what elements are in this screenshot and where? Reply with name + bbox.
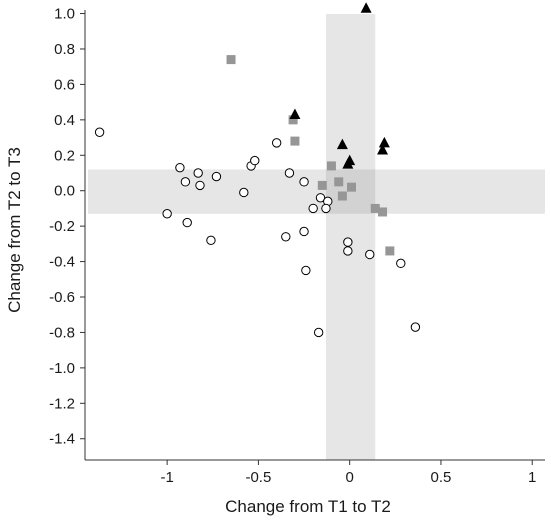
open-circle-point	[271, 138, 282, 148]
vertical-band	[325, 14, 376, 460]
x-tick-label: -1	[160, 469, 173, 486]
y-axis-label: Change from T2 to T3	[5, 147, 24, 313]
open-circle-point	[250, 155, 260, 166]
open-circle-point	[365, 249, 375, 260]
y-tick-label: -0.8	[49, 324, 75, 341]
open-circle-point	[343, 237, 353, 247]
open-circle-point	[162, 209, 172, 219]
gray-square-point	[317, 180, 327, 190]
black-triangle-point	[377, 143, 389, 155]
y-tick-label: -0.6	[49, 289, 75, 306]
open-circle-point	[239, 187, 249, 198]
open-circle-point	[321, 203, 331, 214]
gray-square-point	[288, 115, 298, 125]
open-circle-point	[211, 171, 222, 182]
open-circle-point	[396, 258, 406, 269]
x-axis-ticks: -1 -0.5 0 0.5 1	[160, 460, 536, 486]
open-circle-point	[193, 168, 203, 178]
open-circle-point	[180, 177, 191, 187]
data-points	[94, 2, 421, 338]
y-axis-ticks: 1.0 0.8 0.6 0.4 0.2 0.0 -0.2 -0.4 -0.6 -0.8 -1.0 -1…	[49, 6, 85, 448]
y-tick-label: 0.6	[54, 76, 75, 93]
black-triangle-point	[289, 108, 301, 120]
open-circle-point	[313, 327, 324, 338]
y-tick-label: 0.2	[54, 147, 75, 164]
gray-square-point	[326, 161, 336, 171]
gray-square-point	[337, 191, 347, 201]
open-circle-point	[195, 180, 205, 191]
black-triangle-point	[342, 158, 354, 169]
y-tick-label: 0.0	[54, 183, 75, 200]
y-tick-label: -1.4	[49, 431, 75, 448]
black-triangle-point	[378, 136, 390, 148]
gray-square-point	[347, 182, 357, 192]
open-circle-point	[175, 162, 185, 173]
x-tick-label: -0.5	[245, 469, 271, 486]
open-circle-point	[410, 322, 421, 332]
axes	[84, 10, 545, 461]
y-tick-label: -1.2	[49, 395, 75, 412]
open-circle-point	[284, 168, 295, 178]
open-circle-point	[343, 246, 353, 256]
open-circle-point	[299, 226, 309, 237]
black-triangle-point	[360, 2, 372, 13]
y-tick-label: 0.4	[54, 112, 75, 129]
y-tick-label: 1.0	[54, 6, 75, 23]
y-tick-label: -0.4	[49, 254, 75, 271]
black-triangle-point	[336, 138, 348, 150]
x-tick-label: 0	[346, 469, 354, 486]
gray-square-point	[385, 246, 395, 256]
gray-square-point	[370, 203, 380, 213]
gray-square-point	[378, 207, 388, 217]
reference-bands	[88, 14, 545, 460]
gray-square-point	[334, 177, 344, 187]
x-tick-label: 0.5	[431, 469, 452, 486]
x-tick-label: 1	[528, 469, 536, 486]
y-tick-label: 0.8	[54, 41, 75, 58]
open-circle-point	[94, 127, 105, 137]
gray-square-point	[226, 55, 236, 65]
y-tick-label: -0.2	[49, 218, 75, 235]
open-circle-point	[315, 193, 326, 203]
open-circle-point	[308, 203, 318, 214]
open-circle-point	[299, 177, 309, 187]
open-circle-point	[206, 235, 216, 246]
y-tick-label: -1.0	[49, 360, 75, 377]
open-circle-point	[182, 217, 192, 228]
x-axis-label: Change from T1 to T2	[225, 497, 391, 516]
open-circle-point	[301, 265, 311, 276]
open-circle-point	[281, 232, 291, 242]
gray-square-point	[290, 136, 300, 146]
